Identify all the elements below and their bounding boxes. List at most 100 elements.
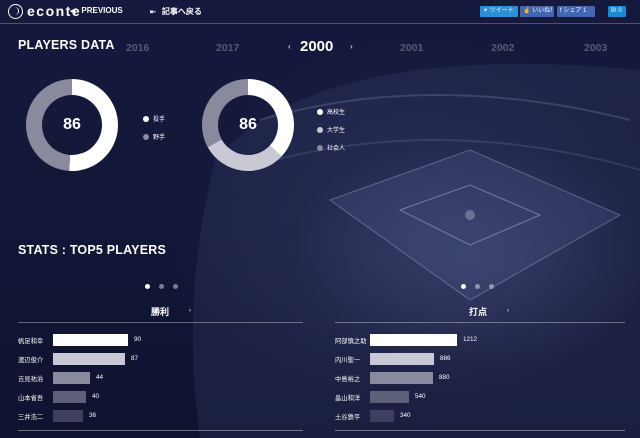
background-legend: 高校生 大学生 社会人 [317, 107, 345, 152]
pager-dot[interactable] [145, 284, 150, 289]
year-2001[interactable]: 2001 [400, 42, 424, 54]
ranking-row: 三井浩二 36 [0, 409, 640, 423]
legend-label: 大学生 [327, 128, 346, 134]
hits-divider [335, 322, 625, 323]
player-value: 1212 [463, 336, 478, 343]
chevron-left-icon: ◀ [70, 7, 76, 15]
back-to-article-link[interactable]: ⇤ 記事へ戻る [150, 6, 202, 17]
wins-next-arrow-icon[interactable]: › [189, 308, 191, 314]
player-value: 880 [439, 374, 450, 381]
pager-dot[interactable] [475, 284, 480, 289]
legend-item-high-school: 高校生 [317, 107, 345, 116]
pager-dot[interactable] [461, 284, 466, 289]
value-bar [53, 410, 83, 422]
legend-item-pitcher: 投手 [143, 114, 165, 123]
legend-item-fielder: 野手 [143, 132, 165, 141]
value-bar [53, 334, 128, 346]
player-name: 畠山和洋 [335, 395, 361, 402]
hits-pager [461, 284, 494, 289]
value-bar [370, 372, 433, 384]
position-donut-chart [25, 79, 118, 171]
year-2002[interactable]: 2002 [491, 42, 515, 54]
value-bar [370, 353, 434, 365]
thumbs-up-icon: ☝ [523, 8, 531, 14]
wins-axis [18, 430, 303, 431]
player-value: 886 [440, 355, 451, 362]
background-total: 86 [239, 116, 257, 133]
donut-segment [248, 79, 294, 157]
ranking-row: 阿部慎之助 1212 [0, 333, 640, 347]
player-value: 87 [131, 355, 139, 362]
position-legend: 投手 野手 [143, 114, 165, 141]
year-2017[interactable]: 2017 [216, 42, 240, 54]
legend-item-university: 大学生 [317, 125, 345, 134]
hatena-bookmark-button[interactable]: B! 0 [608, 6, 626, 17]
value-bar [53, 391, 86, 403]
ranking-row: 帆足和幸 90 [0, 333, 640, 347]
ranking-row: 土谷鉄平 340 [0, 409, 640, 423]
hits-category-label: 打点 [468, 307, 487, 317]
previous-label: PREVIOUS [81, 6, 123, 15]
player-name: 内川聖一 [335, 357, 361, 364]
hatena-label: B! 0 [611, 8, 622, 14]
econte-logo[interactable]: econte [8, 3, 81, 19]
previous-link[interactable]: ◀ PREVIOUS [70, 6, 123, 15]
arrow-left-icon: ⇤ [150, 8, 156, 16]
player-name: 土谷鉄平 [335, 414, 361, 421]
year-2003[interactable]: 2003 [584, 42, 608, 54]
pager-dot[interactable] [159, 284, 164, 289]
hits-axis [335, 430, 625, 431]
pager-dot[interactable] [173, 284, 178, 289]
tweet-label: ツイート [489, 8, 514, 14]
donut-segment [25, 79, 72, 171]
hits-next-arrow-icon[interactable]: › [507, 308, 509, 314]
ranking-row: 内川聖一 886 [0, 352, 640, 366]
legend-dot-icon [317, 108, 323, 115]
value-bar [370, 334, 457, 346]
wins-category-label: 勝利 [150, 307, 169, 317]
year-prev-arrow-icon[interactable]: ‹ [288, 42, 291, 51]
player-value: 44 [96, 374, 104, 381]
legend-item-company: 社会人 [317, 143, 345, 152]
value-bar [53, 372, 90, 384]
stats-title: STATS : TOP5 PLAYERS [18, 243, 167, 257]
position-total: 86 [63, 116, 81, 133]
player-name: 渡辺俊介 [18, 357, 44, 364]
player-value: 340 [400, 412, 411, 419]
ranking-row: 山本省吾 40 [0, 390, 640, 404]
player-name: 吉見祐治 [18, 376, 44, 383]
logo-mark-icon [8, 3, 23, 19]
twitter-icon: ✦ [483, 8, 489, 14]
legend-label: 投手 [153, 117, 166, 123]
wins-divider [18, 322, 303, 323]
ranking-row: 渡辺俊介 87 [0, 352, 640, 366]
donut-segment [69, 79, 118, 171]
background-donut-chart [202, 79, 294, 171]
legend-dot-icon [317, 126, 323, 133]
facebook-like-button[interactable]: ☝ いいね！ [520, 6, 557, 17]
legend-dot-icon [143, 133, 149, 140]
pager-dot[interactable] [489, 284, 494, 289]
tweet-button[interactable]: ✦ ツイート [480, 6, 518, 17]
legend-dot-icon [143, 115, 149, 122]
player-value: 540 [415, 393, 426, 400]
player-value: 36 [89, 412, 97, 419]
year-2016[interactable]: 2016 [126, 42, 150, 54]
ranking-row: 畠山和洋 540 [0, 390, 640, 404]
facebook-share-button[interactable]: f シェア 1 [557, 6, 595, 17]
value-bar [370, 391, 409, 403]
fb-share-label: シェア 1 [563, 8, 587, 14]
player-name: 阿部慎之助 [335, 338, 367, 345]
legend-label: 高校生 [327, 110, 346, 116]
like-label: いいね！ [532, 8, 557, 14]
year-next-arrow-icon[interactable]: › [350, 42, 353, 51]
legend-label: 野手 [153, 135, 166, 141]
ranking-row: 吉見祐治 44 [0, 371, 640, 385]
legend-label: 社会人 [327, 146, 346, 152]
value-bar [53, 353, 125, 365]
player-name: 中島裕之 [335, 376, 361, 383]
donut-segment [202, 79, 248, 148]
ranking-row: 中島裕之 880 [0, 371, 640, 385]
